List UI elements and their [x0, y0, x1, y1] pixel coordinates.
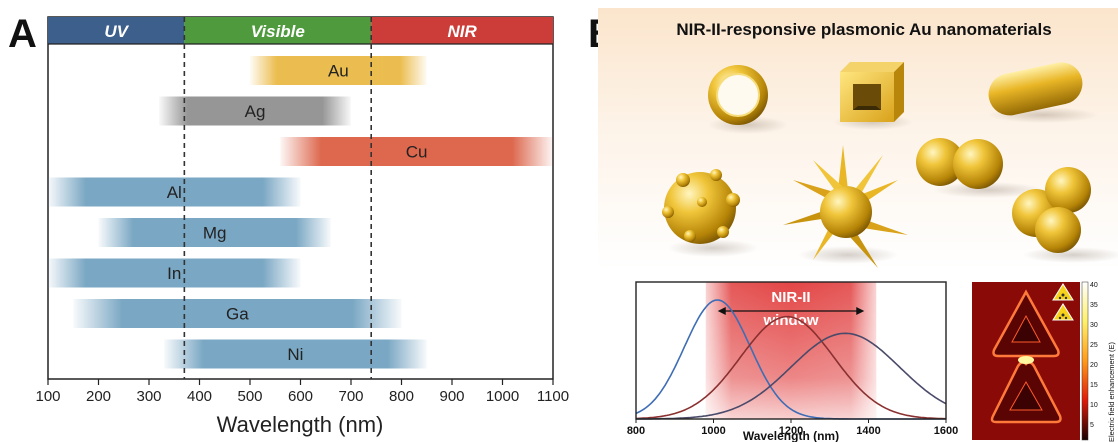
- range-label-al: Al: [167, 183, 182, 202]
- range-label-mg: Mg: [203, 224, 227, 243]
- panel-a-letter: A: [8, 12, 37, 56]
- panel-b-title: NIR-II-responsive plasmonic Au nanomater…: [676, 20, 1052, 39]
- x-tick-label: 400: [187, 388, 212, 405]
- spectrum-x-tick-label: 1200: [779, 425, 803, 437]
- window-label-line2: window: [763, 312, 819, 329]
- spectrum-x-tick-label: 1000: [701, 425, 725, 437]
- colorbar-tick-label: 5: [1090, 422, 1094, 429]
- triangle-lower: [990, 361, 1062, 424]
- colorbar-tick-label: 25: [1090, 342, 1098, 349]
- range-bar-ag: [159, 96, 351, 126]
- nanosphere-dimer-shape: [916, 138, 1043, 198]
- colorbar-tick-label: 35: [1090, 302, 1098, 309]
- spectrum-x-tick-label: 800: [627, 425, 645, 437]
- region-label-uv: UV: [104, 22, 129, 41]
- colorbar-tick-label: 20: [1090, 362, 1098, 369]
- x-tick-label: 1000: [486, 388, 519, 405]
- x-tick-label: 500: [237, 388, 262, 405]
- region-label-visible: Visible: [251, 22, 305, 41]
- range-label-ga: Ga: [226, 305, 249, 324]
- x-tick-label: 200: [86, 388, 111, 405]
- field-enhancement-map: 40 35 30 25 20 15 10 5 Electric field enhanceme…: [972, 281, 1116, 442]
- x-tick-label: 900: [439, 388, 464, 405]
- colorbar-label: Electric field enhancement (E): [1107, 341, 1116, 442]
- spectrum-x-tick-label: 1600: [934, 425, 958, 437]
- x-tick-label: 600: [288, 388, 313, 405]
- region-band-visible: [184, 17, 372, 44]
- range-bar-mg: [98, 218, 331, 247]
- bowtie-inset-icon: [1052, 283, 1074, 321]
- region-label-nir: NIR: [447, 22, 477, 41]
- range-bar-ni: [164, 339, 427, 369]
- range-bar-ga: [73, 299, 402, 328]
- colorbar-tick-label: 40: [1090, 282, 1098, 289]
- spectrum-x-label: Wavelength (nm): [743, 429, 839, 442]
- spectrum-x-tick-label: 1400: [856, 425, 880, 437]
- range-bar-cu: [280, 137, 553, 166]
- spectrum-series-3: [636, 332, 947, 420]
- range-label-in: In: [167, 264, 181, 283]
- nanoparticle-illustrations: [662, 62, 1118, 268]
- panel-a-chart: UV Visible NIR Au Ag Cu Al Mg In Ga Ni 100 200 300 4…: [35, 16, 569, 437]
- arrow-head-left: [717, 307, 726, 315]
- x-axis-label: Wavelength (nm): [217, 412, 384, 437]
- nanocage-shape: [833, 62, 913, 130]
- range-bar-au: [250, 56, 427, 85]
- colorbar-tick-label: 30: [1090, 322, 1098, 329]
- x-tick-label: 800: [389, 388, 414, 405]
- x-tick-label: 1100: [537, 388, 569, 405]
- region-band-nir: [371, 17, 553, 44]
- nanostar-shape: [783, 145, 908, 268]
- hotspot: [1018, 356, 1034, 364]
- nir-ii-spectrum-chart: NIR-II window 800 1000 1200 1400 1600 Wavelen…: [627, 281, 958, 442]
- spectrum-series-2: [635, 315, 946, 420]
- colorbar-tick-label: 15: [1090, 382, 1098, 389]
- range-bar-al: [48, 177, 301, 207]
- range-label-au: Au: [328, 62, 349, 81]
- colorbar-tick-label: 10: [1090, 402, 1098, 409]
- region-band-uv: [48, 17, 185, 44]
- nanosphere-trimer-shape: [1012, 167, 1118, 263]
- arrow-head-right: [856, 307, 865, 315]
- x-tick-label: 300: [136, 388, 161, 405]
- bumpy-nanosphere-shape: [662, 169, 758, 257]
- range-label-cu: Cu: [406, 143, 428, 162]
- nir-ii-window-fade: [705, 282, 877, 419]
- colorbar: [1081, 281, 1089, 441]
- nanorod-shape: [988, 62, 1098, 123]
- range-label-ag: Ag: [245, 102, 266, 121]
- nanoshell-shape: [708, 65, 788, 134]
- x-tick-label: 700: [338, 388, 363, 405]
- range-label-ni: Ni: [287, 345, 303, 364]
- range-bar-in: [48, 258, 301, 288]
- x-tick-label: 100: [35, 388, 60, 405]
- window-label-line1: NIR-II: [771, 289, 810, 306]
